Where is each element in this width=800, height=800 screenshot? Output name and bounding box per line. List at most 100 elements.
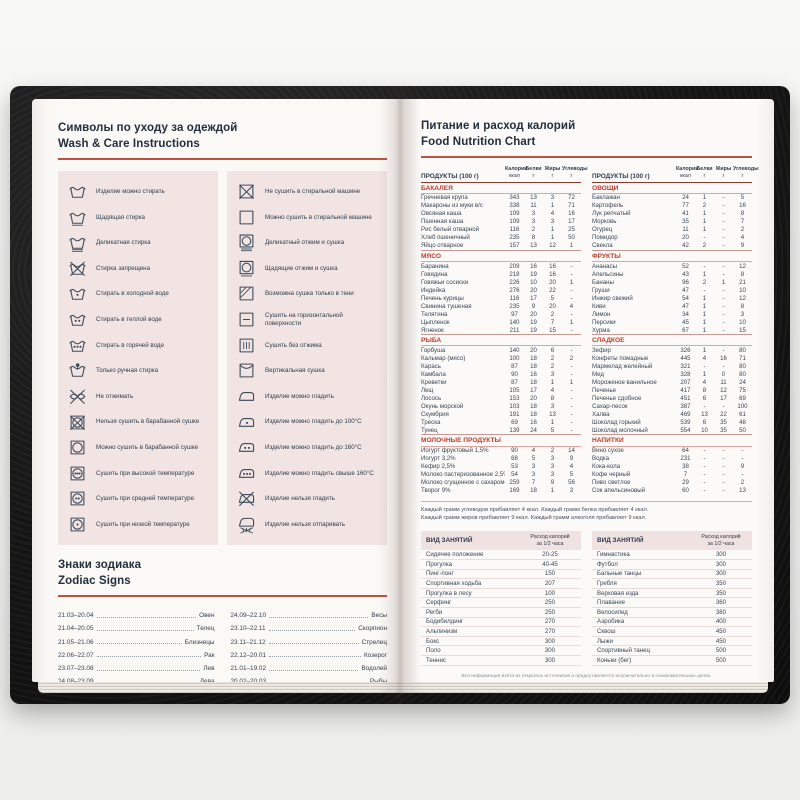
food-row: Молоко пастеризованное 2,5% 54 3 3 5 xyxy=(421,471,581,479)
food-value: 2 xyxy=(702,202,707,210)
food-name: Бананы xyxy=(592,278,614,286)
food-name: Индейка xyxy=(421,286,446,294)
food-section-title: РЫБА xyxy=(421,334,581,347)
food-row: Конфеты помадные 445 4 16 71 xyxy=(592,354,752,362)
food-row: Мед 328 1 0 80 xyxy=(592,370,752,378)
food-value: - xyxy=(722,346,725,354)
care-item: Сушить на горизонтальной поверхности xyxy=(237,310,380,329)
wash-warm-icon xyxy=(68,310,88,329)
zodiac-sign: Водолей xyxy=(361,665,387,672)
header-products: ПРОДУКТЫ (100 г) xyxy=(421,172,479,180)
activity-calories: 270 xyxy=(544,627,556,635)
care-item-label: Изделие можно гладить до 160°C xyxy=(265,444,362,452)
left-page: Символы по уходу за одеждой Wash & Care … xyxy=(32,99,403,682)
food-name: Говяжьи сосиски xyxy=(421,278,469,286)
activity-row: Лыжи 450 xyxy=(592,637,752,647)
food-value: - xyxy=(722,362,725,370)
activity-calories: 40-45 xyxy=(542,560,558,568)
activity-row: Прогулка 40-45 xyxy=(421,560,581,570)
zodiac-dates: 20.02–20.03 xyxy=(230,678,267,682)
food-value: 1 xyxy=(702,318,707,326)
activity-row: Коньки (бег) 500 xyxy=(592,656,752,666)
food-row: Огурец 11 1-2 xyxy=(592,226,752,234)
food-row: Карась 87 18 2 - xyxy=(421,362,581,370)
food-value: 1 xyxy=(569,278,574,286)
food-value: - xyxy=(722,455,725,463)
dotted-leader xyxy=(96,643,182,645)
care-item-label: Только ручная стирка xyxy=(96,367,159,375)
care-item: Изделие нельзя гладить xyxy=(237,489,380,508)
food-name: Макароны из муки в/с xyxy=(421,202,483,210)
food-name: Печенье xyxy=(592,386,617,394)
food-row: Кока-кола 38 - - 9 xyxy=(592,463,752,471)
food-value: 445 xyxy=(680,354,691,362)
food-value: 47 xyxy=(682,302,689,310)
food-value: 24 xyxy=(739,378,746,386)
note-line: Каждый грамм углеводов прибавляет 4 ккал… xyxy=(421,506,649,513)
food-row: Инжир свежий 54 1 - 12 xyxy=(592,294,752,302)
food-name: Хурма xyxy=(592,326,610,334)
delicate-spin-icon xyxy=(237,233,257,252)
right-page: Питание и расход калорий Food Nutrition … xyxy=(403,99,774,682)
care-item-label: Сушить без отжима xyxy=(265,341,322,349)
food-value: 3 xyxy=(531,210,536,218)
food-value: 17 xyxy=(568,218,575,226)
activity-right-body: Гимнастика 300 Футбол 300 Бальные танцы 300 Гр… xyxy=(592,550,752,666)
food-value: 105 xyxy=(509,386,520,394)
zodiac-sign: Лев xyxy=(203,665,215,672)
activity-calories: 350 xyxy=(715,579,727,587)
food-value: - xyxy=(703,234,706,242)
food-name: Кальмар (мясо) xyxy=(421,354,466,362)
food-name: Свинина тушеная xyxy=(421,302,472,310)
food-row: Груши 47 - - 10 xyxy=(592,286,752,294)
zodiac-sign: Козерог xyxy=(363,651,387,659)
food-value: - xyxy=(722,402,725,410)
food-value: 6 xyxy=(702,394,707,402)
food-row: Сахар-песок 387 - - 100 xyxy=(592,402,752,410)
food-name: Киви xyxy=(592,302,606,310)
food-value: 90 xyxy=(511,447,518,455)
care-item: Сушить при средней температуре xyxy=(68,489,211,508)
food-value: 2 xyxy=(702,242,707,250)
care-item: Можно сушить в стиральной машине xyxy=(237,208,380,227)
food-name: Йогурт фруктовый 1,5% xyxy=(421,447,489,455)
food-value: 12 xyxy=(739,262,746,270)
food-value: 64 xyxy=(682,447,689,455)
food-value: - xyxy=(741,471,744,479)
care-item: Изделие нельзя отпаривать xyxy=(237,515,380,534)
food-value: 13 xyxy=(530,242,537,250)
food-name: Халва xyxy=(592,410,610,418)
activity-name: Сквош xyxy=(597,627,616,635)
activity-table-right: ВИД ЗАНЯТИЙ Расход калорий за 1/2 часа Ги… xyxy=(592,530,752,666)
zodiac-column-2: 24.09–22.10 Весы 23.10–22.11 Скорпион 23.11–… xyxy=(231,606,388,682)
hand-wash-icon xyxy=(68,361,88,380)
food-value: 276 xyxy=(509,286,520,294)
activity-name: Футбол xyxy=(597,560,618,568)
food-value: 9 xyxy=(740,463,745,471)
food-value: 3 xyxy=(740,310,745,318)
food-value: 34 xyxy=(682,310,689,318)
food-row: Окунь морской 103 18 3 - xyxy=(421,402,581,410)
food-value: 1 xyxy=(702,226,707,234)
activity-row: Сквош 450 xyxy=(592,627,752,637)
food-value: 96 xyxy=(682,278,689,286)
iron-icon xyxy=(237,387,257,406)
food-value: 1 xyxy=(702,326,707,334)
activity-name: Прогулка xyxy=(426,560,453,568)
food-table-header: ПРОДУКТЫ (100 г) Калории ккал Белки г Жиры… xyxy=(592,166,759,183)
food-name: Скумбрия xyxy=(421,410,449,418)
care-item: Деликатный отжим и сушка xyxy=(237,233,380,252)
food-value: 2 xyxy=(550,362,555,370)
food-value: 16 xyxy=(530,370,537,378)
food-value: 1 xyxy=(550,378,555,386)
washtub-icon xyxy=(68,182,88,201)
food-value: 4 xyxy=(569,302,574,310)
activity-calories: 300 xyxy=(715,560,727,568)
food-row: Персики 45 1 - 10 xyxy=(592,318,752,326)
food-section-title: СЛАДКОЕ xyxy=(592,334,752,347)
activity-row: Гимнастика 300 xyxy=(592,550,752,560)
food-value: - xyxy=(570,286,573,294)
food-name: Мармелад желейный xyxy=(592,362,653,370)
food-value: 2 xyxy=(740,226,745,234)
food-row: Водка 231 - - - xyxy=(592,455,752,463)
